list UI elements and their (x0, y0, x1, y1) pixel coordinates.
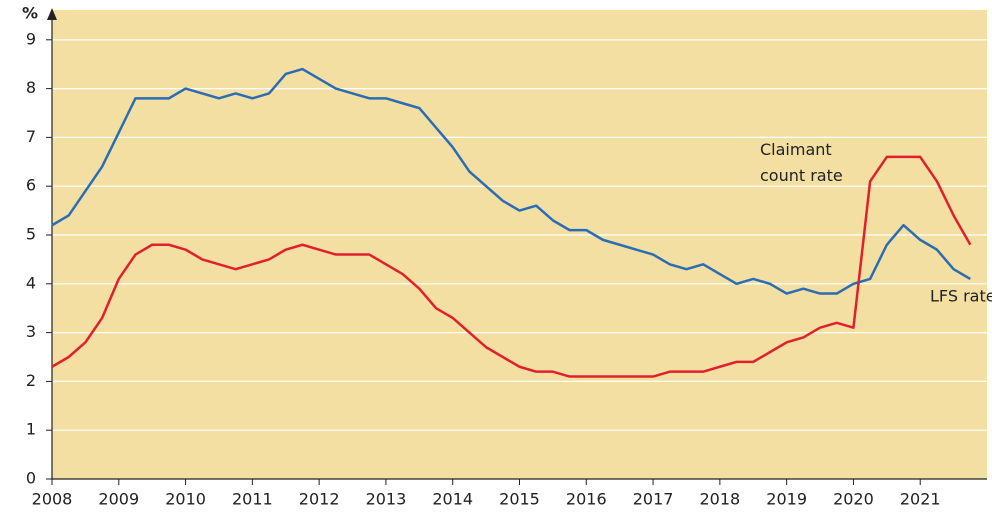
x-tick-label: 2009 (98, 490, 139, 509)
series-line (51, 67, 971, 295)
plot-background (52, 10, 987, 479)
x-tick-label: 2016 (566, 490, 607, 509)
y-tick-label: 6 (26, 176, 36, 195)
x-tick-label: 2010 (165, 490, 206, 509)
y-tick-label: 8 (26, 78, 36, 97)
y-tick-label: 4 (26, 273, 36, 292)
y-tick-label: 2 (26, 371, 36, 390)
y-tick-label: 9 (26, 29, 36, 48)
series-label: LFS rate (930, 287, 992, 306)
y-tick-label: 7 (26, 127, 36, 146)
x-tick-label: 2013 (366, 490, 407, 509)
x-tick-label: 2014 (432, 490, 473, 509)
x-tick-label: 2020 (833, 490, 874, 509)
y-axis-arrow (47, 8, 57, 20)
series-line (51, 155, 972, 378)
x-tick-label: 2011 (232, 490, 273, 509)
x-tick-label: 2015 (499, 490, 540, 509)
series-label: Claimant count rate (760, 140, 843, 185)
x-tick-label: 2017 (633, 490, 674, 509)
y-axis-label: % (22, 4, 38, 23)
x-tick-label: 2019 (766, 490, 807, 509)
y-tick-label: 1 (26, 420, 36, 439)
x-tick-label: 2021 (900, 490, 941, 509)
x-tick-label: 2018 (699, 490, 740, 509)
y-tick-label: 0 (26, 469, 36, 488)
x-tick-label: 2012 (299, 490, 340, 509)
x-tick-label: 2008 (32, 490, 73, 509)
y-tick-label: 3 (26, 322, 36, 341)
y-tick-label: 5 (26, 225, 36, 244)
